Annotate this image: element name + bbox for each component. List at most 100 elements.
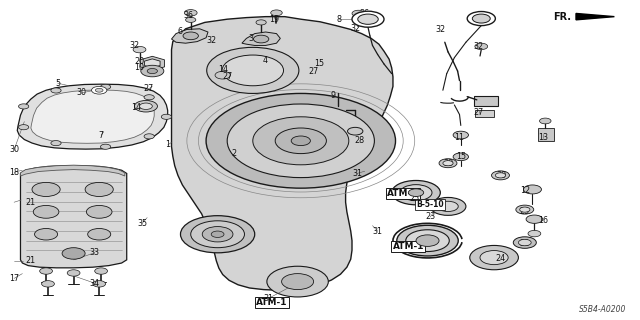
Text: 32: 32 bbox=[129, 41, 140, 50]
Circle shape bbox=[92, 86, 107, 94]
Text: 22: 22 bbox=[520, 239, 530, 248]
Circle shape bbox=[524, 185, 541, 194]
Circle shape bbox=[42, 281, 54, 287]
Circle shape bbox=[211, 231, 224, 237]
Text: ATM-1: ATM-1 bbox=[387, 189, 419, 198]
Text: 11: 11 bbox=[454, 133, 465, 142]
Circle shape bbox=[358, 14, 378, 24]
Circle shape bbox=[282, 274, 314, 290]
Circle shape bbox=[453, 153, 468, 161]
Polygon shape bbox=[20, 165, 125, 176]
Circle shape bbox=[253, 117, 349, 165]
Text: S5B4-A0200: S5B4-A0200 bbox=[579, 305, 626, 314]
Text: 33: 33 bbox=[90, 248, 100, 257]
Circle shape bbox=[222, 55, 284, 86]
Text: 31: 31 bbox=[264, 294, 274, 303]
Text: 21: 21 bbox=[26, 198, 36, 207]
Text: 30: 30 bbox=[77, 88, 87, 97]
Circle shape bbox=[183, 32, 198, 40]
Text: 32: 32 bbox=[350, 24, 360, 33]
Bar bbox=[97, 125, 111, 136]
Polygon shape bbox=[145, 59, 160, 68]
Polygon shape bbox=[172, 29, 208, 43]
Text: 14: 14 bbox=[218, 65, 228, 74]
Text: 32: 32 bbox=[206, 36, 216, 45]
Circle shape bbox=[202, 227, 233, 242]
Circle shape bbox=[186, 17, 196, 22]
Bar bbox=[538, 128, 554, 141]
Bar bbox=[95, 124, 114, 137]
Circle shape bbox=[67, 270, 80, 276]
Text: 3: 3 bbox=[248, 34, 253, 43]
Text: 32: 32 bbox=[435, 25, 445, 34]
Circle shape bbox=[227, 104, 374, 178]
Text: 27: 27 bbox=[474, 108, 484, 117]
Text: 30: 30 bbox=[9, 145, 19, 154]
Text: 29: 29 bbox=[443, 159, 453, 168]
Text: 31: 31 bbox=[352, 169, 362, 178]
Circle shape bbox=[19, 104, 29, 109]
Circle shape bbox=[480, 251, 508, 265]
Circle shape bbox=[253, 35, 269, 43]
Circle shape bbox=[88, 228, 111, 240]
Text: 2: 2 bbox=[231, 149, 236, 158]
Circle shape bbox=[140, 103, 152, 109]
Circle shape bbox=[35, 228, 58, 240]
Circle shape bbox=[161, 114, 172, 119]
Circle shape bbox=[291, 136, 310, 146]
Text: 15: 15 bbox=[456, 152, 466, 161]
Circle shape bbox=[348, 127, 363, 135]
Text: 19: 19 bbox=[269, 15, 279, 24]
Bar bbox=[474, 96, 498, 106]
Circle shape bbox=[93, 281, 106, 287]
Circle shape bbox=[51, 140, 61, 146]
Text: 16: 16 bbox=[538, 216, 548, 225]
Text: 6: 6 bbox=[178, 28, 183, 36]
Text: 5: 5 bbox=[55, 79, 60, 88]
Text: 27: 27 bbox=[143, 84, 154, 93]
Circle shape bbox=[430, 197, 466, 215]
Text: 14: 14 bbox=[131, 103, 141, 112]
Circle shape bbox=[207, 47, 299, 93]
Text: 26: 26 bbox=[209, 231, 220, 240]
Circle shape bbox=[400, 185, 432, 201]
Polygon shape bbox=[242, 32, 280, 45]
Text: 32: 32 bbox=[474, 42, 484, 51]
Text: 31: 31 bbox=[372, 227, 383, 236]
Circle shape bbox=[513, 237, 536, 248]
Text: 36: 36 bbox=[184, 11, 194, 20]
Circle shape bbox=[19, 124, 29, 130]
Circle shape bbox=[206, 93, 396, 188]
Text: 20: 20 bbox=[134, 57, 145, 66]
Circle shape bbox=[95, 268, 108, 274]
Circle shape bbox=[180, 216, 255, 253]
Circle shape bbox=[528, 230, 541, 237]
Circle shape bbox=[470, 245, 518, 270]
Text: 1: 1 bbox=[165, 140, 170, 149]
Text: 21: 21 bbox=[26, 256, 36, 265]
Text: 29: 29 bbox=[520, 207, 530, 216]
Circle shape bbox=[100, 84, 111, 89]
Circle shape bbox=[62, 248, 85, 259]
Text: 27: 27 bbox=[308, 67, 319, 76]
Circle shape bbox=[406, 230, 449, 252]
Text: 12: 12 bbox=[520, 186, 530, 195]
Text: 25: 25 bbox=[410, 194, 420, 203]
Circle shape bbox=[518, 239, 531, 246]
Circle shape bbox=[472, 14, 490, 23]
Text: FR.: FR. bbox=[554, 12, 572, 22]
Circle shape bbox=[147, 68, 157, 74]
Circle shape bbox=[516, 205, 534, 214]
Circle shape bbox=[85, 182, 113, 196]
Circle shape bbox=[453, 131, 468, 139]
Text: 24: 24 bbox=[495, 254, 506, 263]
Circle shape bbox=[397, 225, 458, 256]
Circle shape bbox=[352, 10, 365, 17]
Text: B-5-10: B-5-10 bbox=[416, 200, 444, 209]
Text: 7: 7 bbox=[99, 131, 104, 140]
Circle shape bbox=[184, 10, 197, 16]
Circle shape bbox=[134, 100, 157, 112]
Text: 34: 34 bbox=[90, 279, 100, 288]
Circle shape bbox=[495, 173, 506, 178]
Text: ATM-1: ATM-1 bbox=[256, 298, 288, 307]
